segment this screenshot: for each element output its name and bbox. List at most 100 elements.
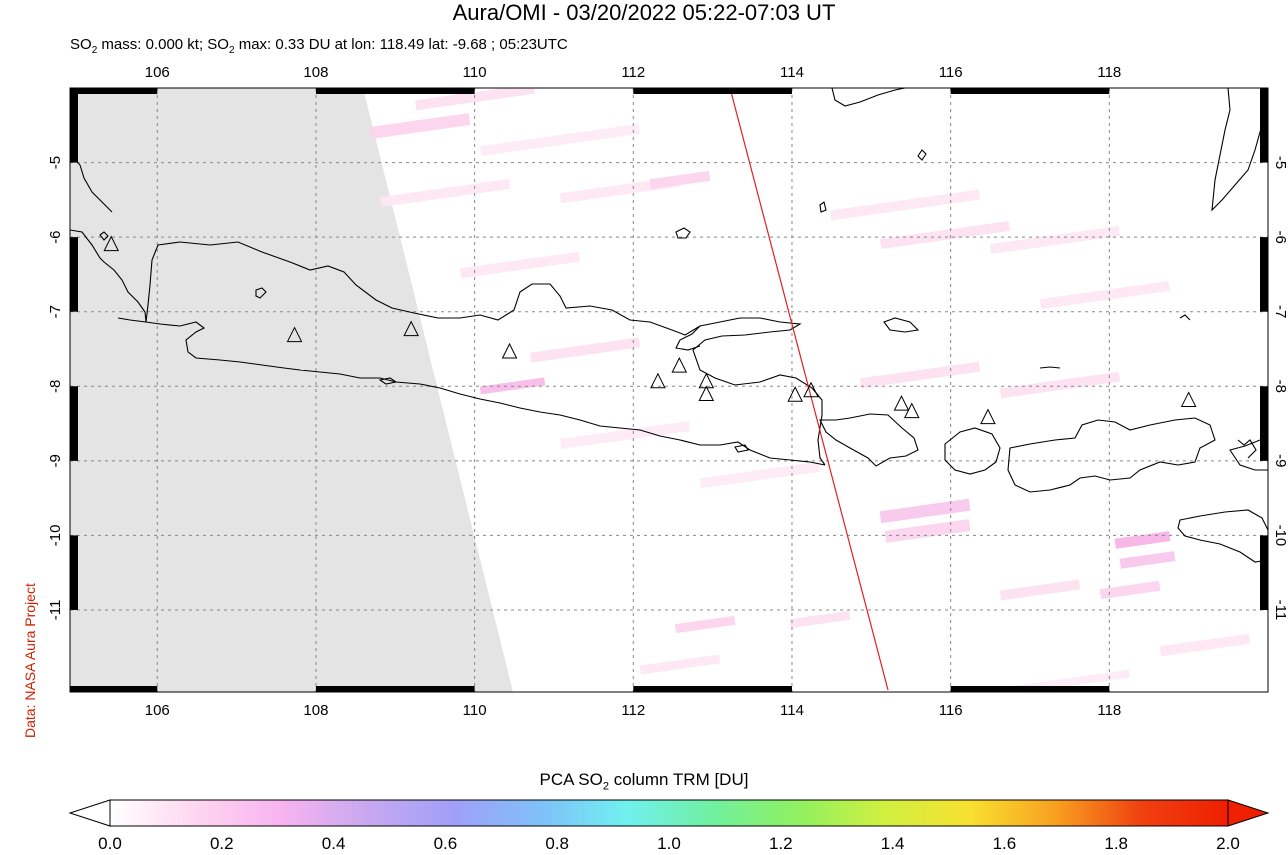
so2-swath (480, 123, 640, 157)
map-grid (70, 88, 1268, 692)
lon-tick-label-bottom: 118 (1097, 702, 1121, 719)
so2-swath (699, 461, 821, 489)
frame-bar-left (70, 386, 78, 461)
volcano-icon (698, 372, 715, 389)
lon-tick-label-bottom: 108 (303, 702, 328, 719)
lon-tick-label-bottom: 116 (939, 702, 963, 719)
volcano-icon (903, 402, 920, 419)
colorbar-tick-label: 0.0 (98, 834, 122, 853)
map-frame (69, 87, 1269, 693)
kangean-islands (883, 317, 920, 333)
sumatra-east-coast (70, 154, 113, 213)
frame-bar-top (315, 88, 475, 94)
lon-tick-label-top: 112 (621, 64, 645, 81)
so2-swath (789, 610, 851, 629)
java-south-coast (145, 321, 826, 466)
coastlines (70, 88, 1268, 563)
so2-swath (529, 337, 641, 363)
so2-swath (859, 361, 981, 389)
frame-bar-top (633, 88, 792, 94)
volcano-icon (286, 326, 303, 343)
lat-tick-label-right: -5 (1272, 156, 1288, 169)
orbit-track-line (729, 88, 889, 691)
lat-tick-label-right: -8 (1272, 380, 1288, 393)
map-subtitle: SO2 mass: 0.000 kt; SO2 max: 0.33 DU at … (70, 36, 568, 56)
lat-tick-label-right: -11 (1272, 600, 1288, 621)
volcano-icon (650, 372, 666, 389)
so2-swath (674, 615, 736, 634)
lombok-coast (944, 427, 1001, 475)
small-island (1039, 366, 1061, 369)
colorbar-over-arrow (1227, 799, 1270, 827)
volcano-icon (1180, 391, 1197, 407)
colorbar-tick-label: 1.8 (1104, 834, 1128, 853)
lon-tick-label-bottom: 110 (463, 702, 487, 719)
so2-swath (649, 170, 711, 190)
frame-bar-top (950, 88, 1110, 94)
frame-bar-bottom (70, 686, 158, 692)
colorbar-tick-label: 0.6 (433, 834, 458, 853)
lat-tick-label-right: -10 (1272, 525, 1288, 547)
volcano-icon (803, 381, 819, 398)
colorbar-tick-label: 1.6 (992, 834, 1017, 853)
small-island (1179, 314, 1191, 321)
colorbar-title: PCA SO2 column TRM [DU] (539, 770, 749, 793)
so2-swath (999, 579, 1081, 601)
lon-tick-label-bottom: 112 (621, 702, 645, 719)
lon-tick-label-top: 114 (780, 64, 804, 81)
volcano-icon (787, 386, 803, 402)
axis-labels: 106 106 108 108 110 110 112 112 114 114 116 116 118 1… (47, 64, 1288, 719)
so2-swath (989, 226, 1121, 254)
lat-tick-label-left: -10 (47, 525, 64, 547)
lon-tick-label-top: 116 (939, 64, 963, 81)
map-title: Aura/OMI - 03/20/2022 05:22-07:03 UT (452, 0, 836, 25)
volcano-icon (501, 342, 518, 359)
lat-tick-label-left: -7 (47, 305, 64, 318)
colorbar-tick-label: 1.2 (768, 834, 793, 853)
lon-tick-label-top: 110 (463, 64, 487, 81)
so2-swath (559, 421, 691, 449)
small-island (255, 287, 267, 299)
volcano-icon (103, 235, 120, 252)
frame-bar-right (1260, 535, 1268, 610)
lat-tick-label-left: -11 (47, 600, 64, 621)
so2-swath (1039, 281, 1171, 309)
lat-tick-label-right: -6 (1272, 230, 1288, 243)
colorbar-tick-label: 2.0 (1216, 834, 1240, 853)
colorbar-tick-label: 0.8 (545, 834, 569, 853)
colorbar-tick-label: 1.0 (657, 834, 681, 853)
so2-swath (1099, 580, 1161, 600)
sumbawa-coast (1007, 417, 1216, 493)
so2-swath (639, 654, 721, 675)
colorbar (68, 799, 1270, 827)
frame-bar-left (70, 88, 78, 163)
so2-swath (884, 519, 971, 543)
small-island (1237, 439, 1257, 459)
so2-swath (459, 251, 581, 279)
small-island (819, 201, 827, 213)
volcano-icon (980, 408, 996, 425)
flores-coast (1229, 437, 1268, 471)
colorbar-under-arrow (68, 799, 111, 827)
small-island (917, 149, 927, 161)
frame-bar-bottom (950, 686, 1110, 692)
lat-tick-label-left: -8 (47, 380, 64, 393)
frame-bar-right (1260, 88, 1268, 163)
lon-tick-label-bottom: 114 (780, 702, 804, 719)
so2-swath (559, 176, 681, 204)
so2-swath (1119, 551, 1176, 569)
frame-bar-top (70, 88, 158, 94)
lat-tick-label-right: -7 (1272, 305, 1288, 318)
lon-tick-label-top: 108 (303, 64, 328, 81)
java-north-coast (145, 241, 826, 466)
lon-tick-label-top: 106 (145, 64, 170, 81)
frame-bar-left (70, 535, 78, 610)
small-island (99, 231, 109, 241)
so2-swath (379, 179, 511, 207)
so2-swath (830, 189, 980, 221)
no-data-region (70, 88, 513, 692)
small-island (378, 377, 398, 385)
so2-swath (879, 498, 971, 524)
sulawesi-coast (1211, 88, 1268, 212)
